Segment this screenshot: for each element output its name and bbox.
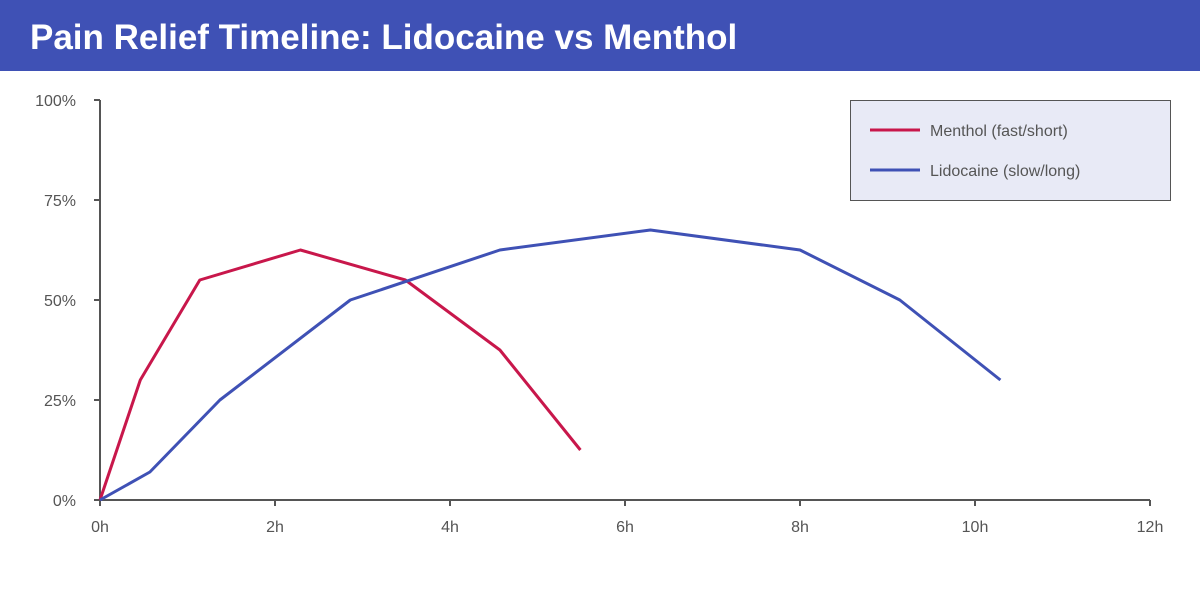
legend-box — [850, 100, 1171, 201]
x-tick-label: 4h — [441, 519, 459, 536]
x-tick-label: 8h — [791, 519, 809, 536]
y-tick-label: 25% — [44, 393, 76, 410]
series-line-menthol — [98, 248, 582, 501]
x-tick-label: 0h — [91, 519, 109, 536]
y-tick-label: 75% — [44, 193, 76, 210]
series-line-lidocaine — [99, 228, 1002, 502]
y-tick-label: 50% — [44, 293, 76, 310]
x-tick-label: 12h — [1137, 519, 1164, 536]
x-tick-label: 2h — [266, 519, 284, 536]
legend-label: Menthol (fast/short) — [930, 123, 1068, 140]
title-bar: Pain Relief Timeline: Lidocaine vs Menth… — [0, 0, 1200, 71]
x-tick-label: 10h — [962, 519, 989, 536]
y-tick-label: 0% — [53, 493, 76, 510]
legend-label: Lidocaine (slow/long) — [930, 163, 1080, 180]
page-title: Pain Relief Timeline: Lidocaine vs Menth… — [30, 18, 738, 57]
x-tick-label: 6h — [616, 519, 634, 536]
y-tick-label: 100% — [35, 93, 76, 110]
